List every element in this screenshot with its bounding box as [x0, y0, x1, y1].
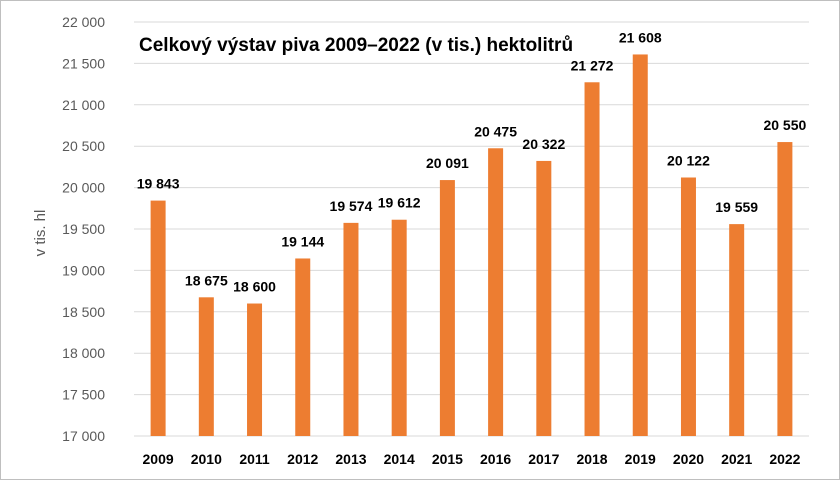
- x-tick-label-2016: 2016: [480, 451, 511, 467]
- bar-2010: [198, 297, 214, 436]
- data-label-2019: 21 608: [619, 29, 662, 45]
- data-label-2009: 19 843: [137, 176, 180, 192]
- bar-2015: [439, 180, 455, 436]
- chart-title: Celkový výstav piva 2009–2022 (v tis.) h…: [139, 35, 573, 56]
- y-tick-label: 20 500: [62, 138, 105, 154]
- data-labels: 19 843 18 675 18 600 19 144 19 574 19 612 20 0…: [137, 29, 807, 294]
- bar-2020: [680, 177, 696, 436]
- bar-2016: [488, 148, 504, 436]
- data-label-2010: 18 675: [185, 272, 228, 288]
- y-tick-label: 21 000: [62, 97, 105, 113]
- data-label-2020: 20 122: [667, 152, 710, 168]
- data-label-2011: 18 600: [233, 279, 276, 295]
- bar-2021: [729, 224, 745, 436]
- bars: [150, 54, 793, 437]
- data-label-2012: 19 144: [281, 233, 324, 249]
- bar-2012: [295, 258, 311, 436]
- data-label-2021: 19 559: [715, 199, 758, 215]
- y-axis-title: v tis. hl: [32, 210, 49, 257]
- bar-2022: [777, 142, 793, 436]
- x-tick-label-2017: 2017: [528, 451, 559, 467]
- x-tick-label-2010: 2010: [191, 451, 222, 467]
- x-tick-label-2014: 2014: [384, 451, 415, 467]
- bar-2017: [536, 160, 552, 436]
- x-tick-label-2019: 2019: [625, 451, 656, 467]
- x-tick-label-2013: 2013: [335, 451, 366, 467]
- bar-2018: [584, 82, 600, 437]
- data-label-2017: 20 322: [522, 136, 565, 152]
- x-axis-ticks: 2009 2010 2011 2012 2013 2014 2015 2016 2017 2018…: [143, 451, 801, 467]
- y-tick-label: 17 000: [62, 428, 105, 444]
- x-tick-label-2011: 2011: [239, 451, 270, 467]
- y-axis-ticks: 17 000 17 500 18 000 18 500 19 000 19 500 20 0…: [62, 14, 105, 444]
- y-tick-label: 19 000: [62, 262, 105, 278]
- y-tick-label: 21 500: [62, 55, 105, 71]
- grid-lines: [134, 21, 809, 437]
- data-label-2022: 20 550: [763, 117, 806, 133]
- y-tick-label: 22 000: [62, 14, 105, 30]
- y-tick-label: 18 000: [62, 345, 105, 361]
- y-tick-label: 19 500: [62, 221, 105, 237]
- data-label-2015: 20 091: [426, 155, 469, 171]
- x-tick-label-2018: 2018: [576, 451, 607, 467]
- x-tick-label-2021: 2021: [721, 451, 752, 467]
- x-tick-label-2020: 2020: [673, 451, 704, 467]
- y-tick-label: 17 500: [62, 387, 105, 403]
- y-tick-label: 18 500: [62, 304, 105, 320]
- bar-2011: [247, 303, 263, 436]
- y-tick-label: 20 000: [62, 180, 105, 196]
- x-tick-label-2012: 2012: [287, 451, 318, 467]
- data-label-2014: 19 612: [378, 195, 421, 211]
- bar-2013: [343, 222, 359, 436]
- bar-2019: [632, 54, 648, 436]
- data-label-2013: 19 574: [330, 198, 373, 214]
- bar-2009: [150, 200, 166, 436]
- x-tick-label-2015: 2015: [432, 451, 463, 467]
- bar-2014: [391, 219, 407, 436]
- data-label-2016: 20 475: [474, 123, 517, 139]
- data-label-2018: 21 272: [571, 57, 614, 73]
- x-tick-label-2009: 2009: [143, 451, 174, 467]
- x-tick-label-2022: 2022: [769, 451, 800, 467]
